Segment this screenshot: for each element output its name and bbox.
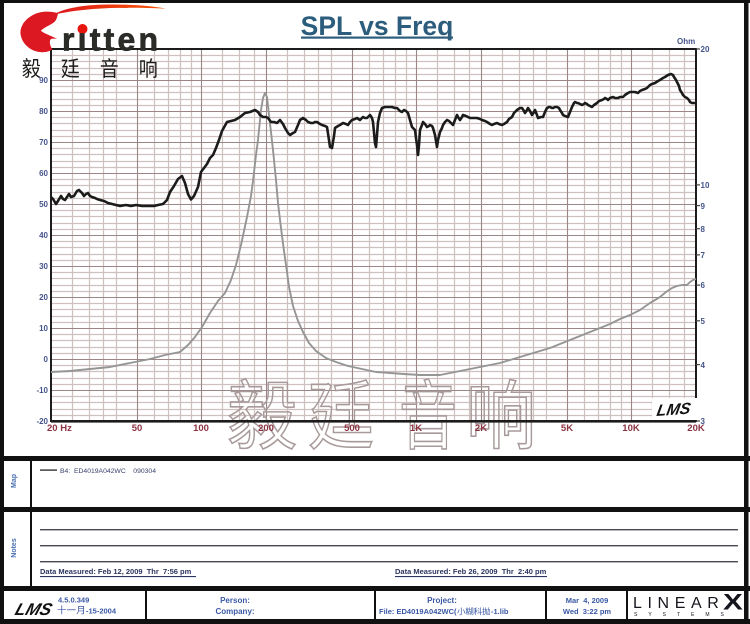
svg-text:-15-2004: -15-2004 bbox=[86, 607, 117, 616]
svg-text:8: 8 bbox=[701, 225, 706, 234]
svg-text:Mar 4, 2009: Mar 4, 2009 bbox=[566, 596, 609, 605]
svg-text:20 Hz: 20 Hz bbox=[47, 423, 72, 434]
svg-text:20K: 20K bbox=[687, 423, 705, 434]
svg-text:Data Measured: Feb 12, 2009 T: Data Measured: Feb 12, 2009 Thr 7:56 pm bbox=[40, 567, 192, 576]
svg-text:-20: -20 bbox=[36, 417, 48, 426]
svg-text:50: 50 bbox=[39, 200, 48, 209]
svg-text:40: 40 bbox=[39, 231, 48, 240]
svg-text:SYSTEMS: SYSTEMS bbox=[634, 612, 735, 618]
svg-text:5: 5 bbox=[701, 317, 706, 326]
svg-text:5K: 5K bbox=[561, 423, 573, 434]
svg-text:Notes: Notes bbox=[11, 538, 18, 558]
svg-text:-1.lib: -1.lib bbox=[491, 607, 509, 616]
svg-text:X: X bbox=[723, 589, 743, 614]
svg-text:Project:: Project: bbox=[427, 596, 457, 605]
svg-text:SPL vs Freq: SPL vs Freq bbox=[301, 11, 454, 41]
svg-text:90: 90 bbox=[39, 76, 48, 85]
svg-text:0: 0 bbox=[44, 355, 49, 364]
svg-text:LINEAR: LINEAR bbox=[633, 595, 724, 612]
svg-text:50: 50 bbox=[132, 423, 143, 434]
svg-text:LMS: LMS bbox=[13, 599, 56, 618]
svg-text:6: 6 bbox=[701, 281, 706, 290]
svg-text:500: 500 bbox=[344, 423, 360, 434]
svg-text:60: 60 bbox=[39, 169, 48, 178]
svg-text:80: 80 bbox=[39, 107, 48, 116]
svg-text:-10: -10 bbox=[36, 386, 48, 395]
svg-text:Company:: Company: bbox=[215, 607, 254, 616]
svg-text:20: 20 bbox=[701, 45, 710, 54]
svg-text:LMS: LMS bbox=[655, 400, 692, 420]
svg-text:Person:: Person: bbox=[220, 596, 250, 605]
svg-text:10: 10 bbox=[701, 181, 710, 190]
svg-text:7: 7 bbox=[701, 251, 706, 260]
svg-text:Map: Map bbox=[11, 474, 18, 488]
svg-text:File: ED4019A042WC(: File: ED4019A042WC( bbox=[379, 607, 457, 616]
svg-text:1K: 1K bbox=[410, 423, 422, 434]
svg-text:200: 200 bbox=[258, 423, 274, 434]
svg-text:4.5.0.349: 4.5.0.349 bbox=[58, 596, 89, 605]
svg-text:30: 30 bbox=[39, 262, 48, 271]
svg-text:3: 3 bbox=[701, 417, 706, 426]
svg-text:70: 70 bbox=[39, 138, 48, 147]
svg-text:20: 20 bbox=[39, 293, 48, 302]
svg-text:rıtten: rıtten bbox=[62, 22, 161, 58]
svg-text:9: 9 bbox=[701, 202, 706, 211]
svg-text:Wed 3:22 pm: Wed 3:22 pm bbox=[563, 607, 612, 616]
svg-text:10: 10 bbox=[39, 324, 48, 333]
svg-text:Ohm: Ohm bbox=[677, 37, 695, 46]
svg-text:B4: ED4019A042WC 090304: B4: ED4019A042WC 090304 bbox=[60, 468, 156, 475]
svg-text:Data Measured: Feb 26, 2009 T: Data Measured: Feb 26, 2009 Thr 2:40 pm bbox=[395, 567, 547, 576]
svg-text:10K: 10K bbox=[622, 423, 640, 434]
svg-text:2K: 2K bbox=[475, 423, 487, 434]
svg-text:100: 100 bbox=[193, 423, 209, 434]
svg-text:4: 4 bbox=[701, 361, 706, 370]
